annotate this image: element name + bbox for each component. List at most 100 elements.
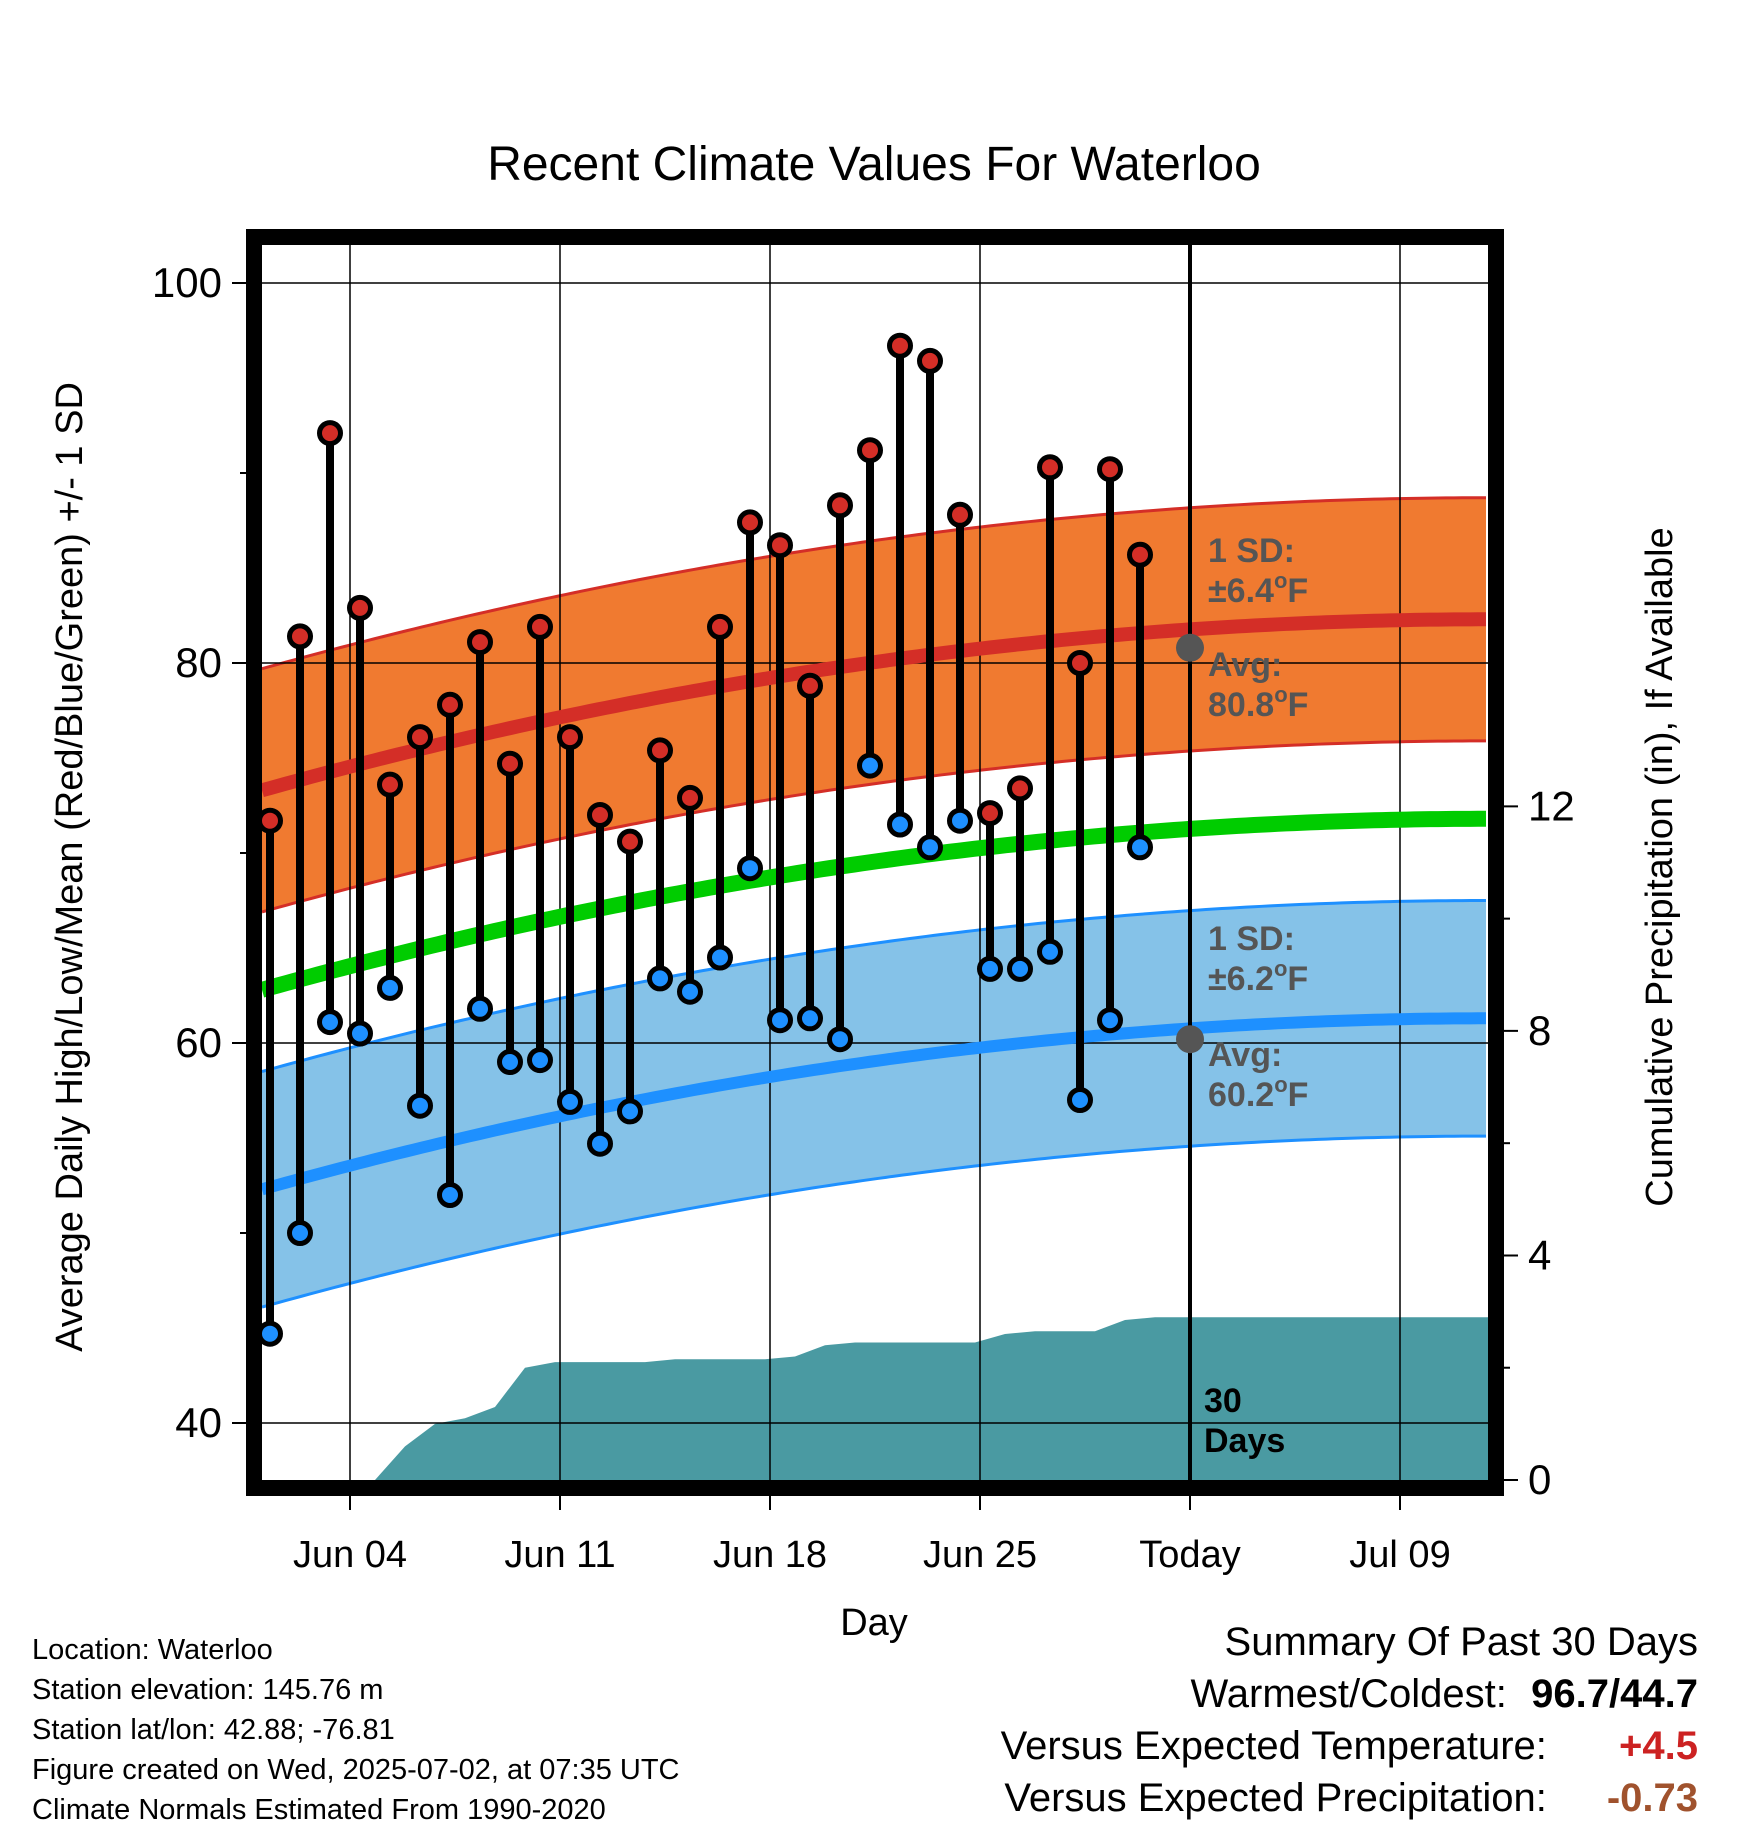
high-sd-lower-edge	[261, 739, 1487, 914]
daily-high-point	[317, 420, 343, 447]
daily-low-point	[407, 1092, 433, 1119]
daily-high-point	[437, 691, 463, 718]
today-avg-high-marker	[1176, 633, 1204, 662]
daily-low-point	[617, 1098, 643, 1125]
daily-low-point	[857, 752, 883, 779]
daily-low-point	[917, 834, 943, 861]
chart-title: Recent Climate Values For Waterloo	[487, 138, 1261, 191]
warm-cold-value: 96.7/44.7	[1531, 1672, 1698, 1716]
right-axis-tick-label: 0	[1528, 1456, 1551, 1503]
info-location: Location: Waterloo	[32, 1634, 273, 1666]
low-sd-lower-edge	[261, 1134, 1487, 1309]
mean-normal-line	[259, 810, 1487, 998]
daily-low-point	[437, 1182, 463, 1208]
daily-high-point	[1127, 541, 1153, 568]
daily-high-point	[977, 800, 1003, 827]
daily-high-point	[647, 737, 673, 764]
daily-high-point	[1067, 650, 1093, 676]
precip-value: -0.73	[1606, 1776, 1698, 1820]
daily-high-point	[737, 509, 763, 536]
summary-warm-cold: Warmest/Coldest: 96.7/44.7	[1191, 1672, 1699, 1717]
left-axis-tick-label: 100	[152, 259, 222, 306]
daily-low-point	[347, 1020, 373, 1047]
daily-high-point	[527, 613, 553, 640]
daily-high-point	[1007, 775, 1033, 802]
daily-high-point	[707, 613, 733, 640]
daily-high-point	[857, 437, 883, 464]
daily-low-point	[497, 1049, 523, 1075]
daily-low-point	[647, 965, 673, 992]
daily-low-point	[287, 1220, 313, 1246]
daily-low-point	[677, 978, 703, 1005]
right-axis-tick-label: 12	[1528, 782, 1575, 829]
left-axis-tick-label: 60	[175, 1019, 222, 1066]
high-avg-label: Avg:	[1208, 646, 1282, 684]
temp-value: +4.5	[1619, 1724, 1698, 1768]
daily-high-point	[797, 672, 823, 699]
daily-high-point	[947, 501, 973, 528]
daily-low-point	[377, 974, 403, 1001]
daily-low-point	[887, 811, 913, 838]
daily-low-point	[707, 944, 733, 971]
daily-high-point	[377, 771, 403, 798]
cumulative-precip-area	[262, 1317, 1488, 1480]
days-word-label: Days	[1204, 1422, 1285, 1460]
low-avg-label: Avg:	[1208, 1036, 1282, 1074]
low-normal-line	[260, 1012, 1487, 1196]
warm-cold-label: Warmest/Coldest:	[1190, 1672, 1507, 1716]
daily-high-point	[887, 332, 913, 359]
daily-high-point	[467, 629, 493, 656]
right-axis-tick-label: 4	[1528, 1231, 1551, 1278]
daily-low-point	[1007, 955, 1033, 982]
x-axis-label: Day	[840, 1602, 908, 1644]
daily-low-point	[827, 1026, 853, 1053]
daily-high-point	[827, 492, 853, 519]
info-normals: Climate Normals Estimated From 1990-2020	[32, 1794, 606, 1826]
x-axis-tick-label: Jun 18	[713, 1534, 827, 1576]
daily-high-point	[497, 750, 523, 777]
daily-high-point	[617, 828, 643, 855]
daily-high-point	[767, 532, 793, 559]
x-axis-tick-label: Jun 25	[923, 1534, 1037, 1576]
high-sd-label: 1 SD:	[1208, 532, 1295, 570]
x-axis-tick-label: Jun 04	[293, 1534, 407, 1576]
y-axis-right-label: Cumulative Precipitation (in), If Availa…	[1639, 527, 1681, 1206]
low-sd-value: ±6.2oF	[1208, 956, 1308, 998]
daily-high-point	[257, 807, 283, 834]
daily-low-point	[1097, 1007, 1123, 1034]
daily-low-point	[737, 855, 763, 882]
daily-high-point	[587, 802, 613, 828]
daily-low-point	[587, 1130, 613, 1157]
daily-low-point	[1127, 834, 1153, 861]
summary-temp: Versus Expected Temperature: +4.5	[1001, 1724, 1698, 1769]
high-avg-value: 80.8oF	[1208, 682, 1308, 724]
x-axis-tick-label: Today	[1139, 1534, 1240, 1576]
daily-high-point	[1097, 456, 1123, 483]
summary-precip: Versus Expected Precipitation: -0.73	[1004, 1776, 1698, 1821]
daily-high-point	[557, 724, 583, 751]
info-latlon: Station lat/lon: 42.88; -76.81	[32, 1714, 395, 1746]
low-sd-upper-edge	[261, 899, 1487, 1073]
x-axis-tick-label: Jul 09	[1349, 1534, 1450, 1576]
daily-high-point	[407, 724, 433, 751]
daily-high-point	[1037, 454, 1063, 481]
daily-low-point	[317, 1009, 343, 1036]
daily-low-point	[977, 955, 1003, 982]
low-sd-label: 1 SD:	[1208, 920, 1295, 958]
daily-high-point	[287, 623, 313, 650]
left-axis-tick-label: 40	[175, 1399, 222, 1446]
daily-low-point	[557, 1088, 583, 1115]
info-created: Figure created on Wed, 2025-07-02, at 07…	[32, 1754, 680, 1786]
daily-low-point	[1067, 1087, 1093, 1113]
temp-label: Versus Expected Temperature:	[1000, 1724, 1547, 1768]
high-sd-value: ±6.4oF	[1208, 568, 1308, 610]
daily-low-point	[1037, 938, 1063, 965]
daily-low-point	[257, 1320, 283, 1347]
low-avg-value: 60.2oF	[1208, 1072, 1308, 1114]
plot-frame	[246, 229, 1504, 1496]
precip-label: Versus Expected Precipitation:	[1004, 1776, 1547, 1820]
daily-high-point	[917, 347, 943, 374]
x-axis-tick-label: Jun 11	[504, 1534, 615, 1576]
